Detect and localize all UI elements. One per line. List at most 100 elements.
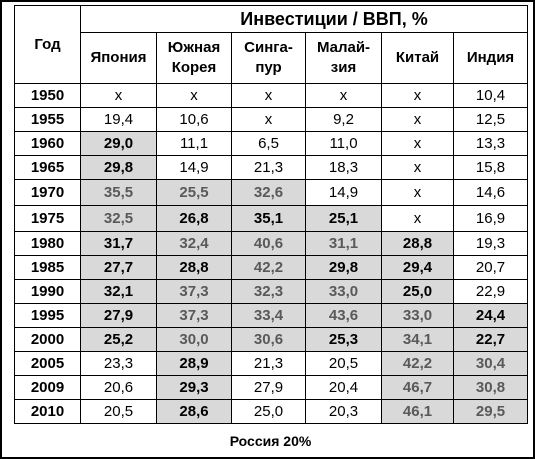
table-row: 1975 32,5 26,8 35,1 25,1 x 16,9 xyxy=(14,205,529,232)
value-cell: 11,1 xyxy=(156,131,232,156)
value-cell: 19,4 xyxy=(80,107,157,132)
table-row: 1990 32,1 37,3 32,3 33,0 25,0 22,9 xyxy=(14,279,529,304)
value-cell: 12,5 xyxy=(452,107,529,132)
value-cell: 29,8 xyxy=(80,155,157,180)
value-cell: 43,6 xyxy=(305,303,382,328)
value-cell: x xyxy=(381,83,454,108)
value-cell: 21,3 xyxy=(231,155,306,180)
value-cell: 20,5 xyxy=(80,399,157,424)
column-header-malaysia: Малай-зия xyxy=(305,32,382,84)
value-cell: 6,5 xyxy=(231,131,306,156)
value-cell: 29,3 xyxy=(156,375,232,400)
value-cell: 20,3 xyxy=(305,399,382,424)
value-cell: 14,9 xyxy=(305,179,382,206)
value-cell: 37,3 xyxy=(156,279,232,304)
value-cell: x xyxy=(305,83,382,108)
value-cell: x xyxy=(231,107,306,132)
table-row: 2009 20,6 29,3 27,9 20,4 46,7 30,8 xyxy=(14,375,529,400)
value-cell: 40,6 xyxy=(231,231,306,256)
footer-note: Россия 20% xyxy=(229,433,312,449)
year-cell: 1955 xyxy=(14,107,81,132)
value-cell: 29,4 xyxy=(381,255,454,280)
year-cell: 1950 xyxy=(14,83,81,108)
table-row: 1985 27,7 28,8 42,2 29,8 29,4 20,7 xyxy=(14,255,529,280)
value-cell: 35,1 xyxy=(231,205,306,232)
value-cell: 19,3 xyxy=(452,231,529,256)
value-cell: 16,9 xyxy=(452,205,529,232)
value-cell: 20,7 xyxy=(452,255,529,280)
value-cell: 15,8 xyxy=(452,155,529,180)
value-cell: 37,3 xyxy=(156,303,232,328)
value-cell: 31,7 xyxy=(80,231,157,256)
value-cell: 42,2 xyxy=(231,255,306,280)
year-cell: 1980 xyxy=(14,231,81,256)
column-header-singapore: Синга-пур xyxy=(231,32,306,84)
value-cell: 30,0 xyxy=(156,327,232,352)
year-cell: 2009 xyxy=(14,375,81,400)
year-cell: 1985 xyxy=(14,255,81,280)
value-cell: 32,4 xyxy=(156,231,232,256)
table-row: 1965 29,8 14,9 21,3 18,3 x 15,8 xyxy=(14,155,529,180)
value-cell: 27,9 xyxy=(80,303,157,328)
value-cell: 25,0 xyxy=(231,399,306,424)
value-cell: 23,3 xyxy=(80,351,157,376)
value-cell: 25,0 xyxy=(381,279,454,304)
value-cell: 14,9 xyxy=(156,155,232,180)
value-cell: 21,3 xyxy=(231,351,306,376)
value-cell: 32,1 xyxy=(80,279,157,304)
value-cell: 10,4 xyxy=(452,83,529,108)
value-cell: 29,8 xyxy=(305,255,382,280)
table-title: Инвестиции / ВВП, % xyxy=(79,5,529,33)
value-cell: 28,6 xyxy=(156,399,232,424)
title-row: Год Инвестиции / ВВП, % xyxy=(14,5,529,84)
value-cell: 46,7 xyxy=(381,375,454,400)
table-row: 1995 27,9 37,3 33,4 43,6 33,0 24,4 xyxy=(14,303,529,328)
column-header-india: Индия xyxy=(452,32,529,84)
table-row: 2000 25,2 30,0 30,6 25,3 34,1 22,7 xyxy=(14,327,529,352)
year-cell: 1990 xyxy=(14,279,81,304)
value-cell: 27,7 xyxy=(80,255,157,280)
value-cell: 29,0 xyxy=(80,131,157,156)
column-header-south-korea: Южная Корея xyxy=(156,32,232,84)
value-cell: 33,0 xyxy=(381,303,454,328)
value-cell: x xyxy=(381,107,454,132)
value-cell: 25,3 xyxy=(305,327,382,352)
value-cell: 33,4 xyxy=(231,303,306,328)
value-cell: 32,6 xyxy=(231,179,306,206)
table-row: 1980 31,7 32,4 40,6 31,1 28,8 19,3 xyxy=(14,231,529,256)
column-header-china: Китай xyxy=(381,32,454,84)
value-cell: 20,4 xyxy=(305,375,382,400)
value-cell: 28,8 xyxy=(156,255,232,280)
value-cell: 11,0 xyxy=(305,131,382,156)
value-cell: 42,2 xyxy=(381,351,454,376)
value-cell: 30,6 xyxy=(231,327,306,352)
value-cell: 46,1 xyxy=(381,399,454,424)
value-cell: 25,1 xyxy=(305,205,382,232)
value-cell: 32,3 xyxy=(231,279,306,304)
year-header: Год xyxy=(14,5,81,84)
value-cell: 9,2 xyxy=(305,107,382,132)
value-cell: 30,8 xyxy=(452,375,529,400)
value-cell: x xyxy=(381,179,454,206)
value-cell: 33,0 xyxy=(305,279,382,304)
year-cell: 1995 xyxy=(14,303,81,328)
value-cell: 22,7 xyxy=(452,327,529,352)
value-cell: 26,8 xyxy=(156,205,232,232)
value-cell: 28,9 xyxy=(156,351,232,376)
value-cell: x xyxy=(80,83,157,108)
value-cell: 28,8 xyxy=(381,231,454,256)
value-cell: 29,5 xyxy=(452,399,529,424)
year-cell: 1960 xyxy=(14,131,81,156)
value-cell: 34,1 xyxy=(381,327,454,352)
value-cell: 13,3 xyxy=(452,131,529,156)
value-cell: 25,5 xyxy=(156,179,232,206)
value-cell: 24,4 xyxy=(452,303,529,328)
column-header-japan: Япония xyxy=(80,32,157,84)
investment-gdp-table: Год Инвестиции / ВВП, % Япония Южная Коре… xyxy=(14,5,529,424)
value-cell: x xyxy=(381,205,454,232)
table-row: 2005 23,3 28,9 21,3 20,5 42,2 30,4 xyxy=(14,351,529,376)
value-cell: 20,6 xyxy=(80,375,157,400)
value-cell: 20,5 xyxy=(305,351,382,376)
value-cell: x xyxy=(156,83,232,108)
value-cell: 30,4 xyxy=(452,351,529,376)
